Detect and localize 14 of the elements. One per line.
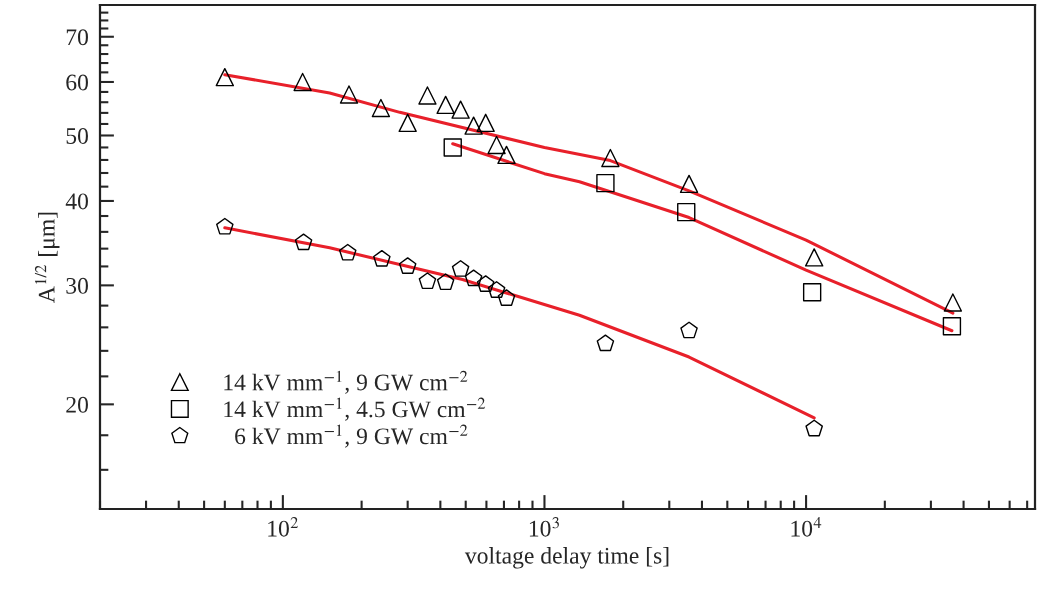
x-tick-label: 10$^{2}$ (268, 516, 299, 537)
y-tick-label: 60 (66, 74, 88, 91)
y-tick-label: 20 (66, 396, 88, 413)
y-tick-label: 30 (66, 277, 88, 294)
legend-label: 14 kV mm$^{−1}$, 4.5 GW cm$^{−2}$ (224, 397, 486, 421)
y-tick-label: 70 (66, 29, 88, 46)
y-axis-title: A$^{1/2}$ [μm] (34, 212, 60, 303)
y-tick-label: 40 (65, 193, 88, 210)
legend-label: 6 kV mm$^{−1}$, 9 GW cm$^{−2}$ (235, 424, 468, 448)
x-axis-title: voltage delay time [s] (464, 547, 669, 569)
x-tick-label: 10$^{4}$ (791, 516, 822, 537)
legend-label: 14 kV mm$^{−1}$, 9 GW cm$^{−2}$ (224, 370, 468, 394)
y-tick-label: 50 (66, 127, 88, 144)
x-tick-label: 10$^{3}$ (529, 516, 559, 537)
